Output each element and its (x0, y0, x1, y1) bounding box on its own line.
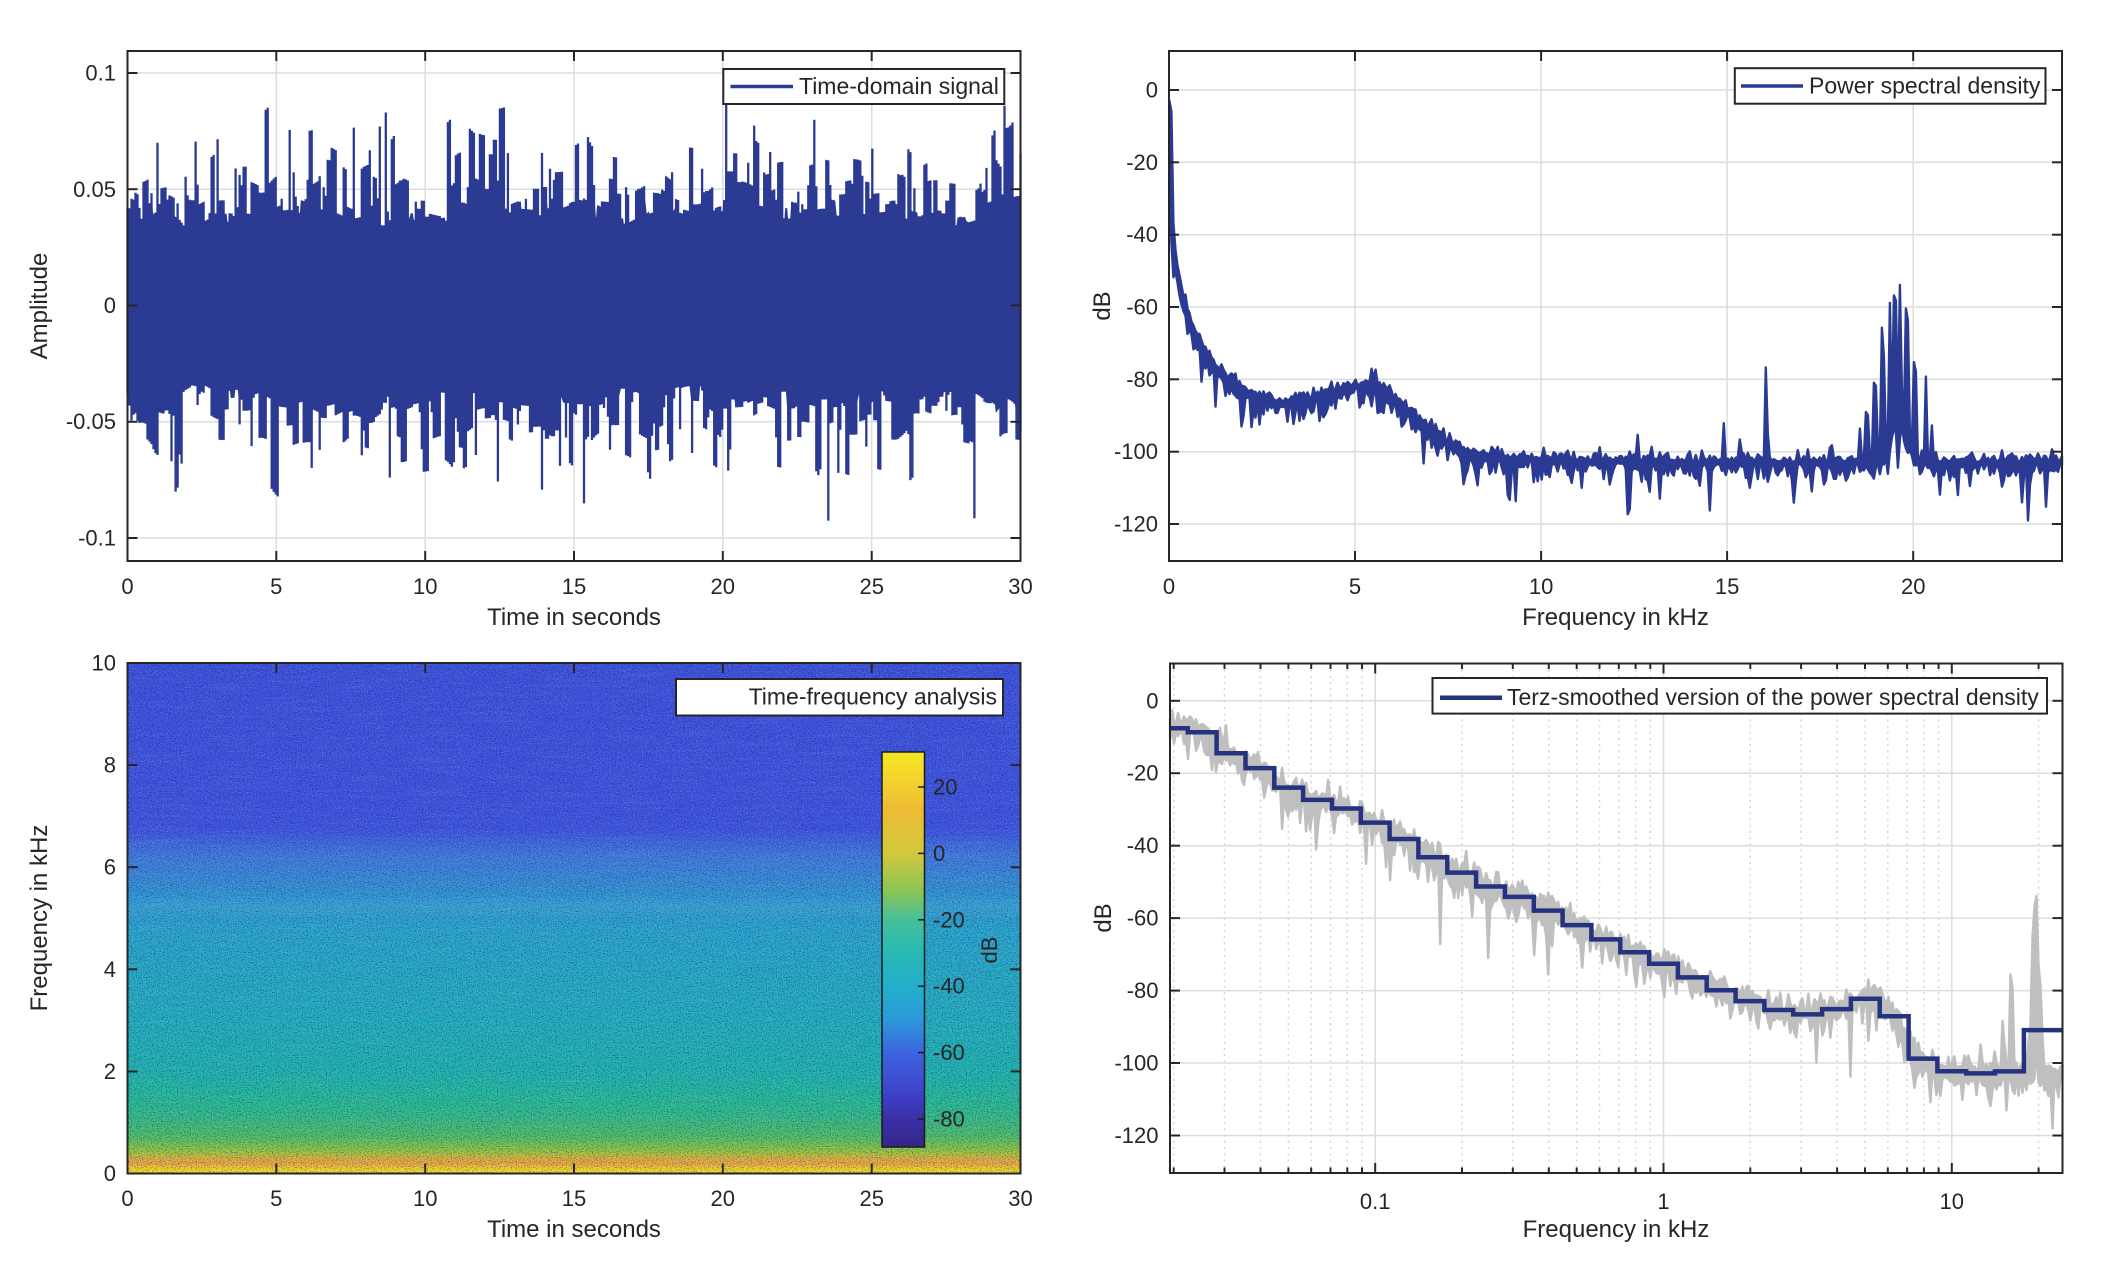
svg-text:0.1: 0.1 (85, 61, 116, 86)
svg-text:25: 25 (859, 574, 883, 599)
svg-text:8: 8 (104, 753, 116, 778)
svg-text:Time-frequency analysis: Time-frequency analysis (749, 684, 997, 710)
svg-text:0: 0 (1163, 574, 1175, 599)
svg-text:2: 2 (104, 1059, 116, 1084)
svg-text:0.05: 0.05 (73, 177, 116, 202)
svg-text:-20: -20 (1126, 150, 1158, 175)
svg-text:Time in seconds: Time in seconds (487, 604, 661, 631)
svg-text:-60: -60 (933, 1040, 965, 1065)
svg-text:30: 30 (1008, 1186, 1032, 1211)
svg-text:15: 15 (1715, 574, 1739, 599)
svg-text:4: 4 (104, 957, 116, 982)
svg-text:Terz-smoothed version of the p: Terz-smoothed version of the power spect… (1507, 684, 2039, 710)
svg-text:25: 25 (859, 1186, 883, 1211)
svg-text:10: 10 (413, 574, 437, 599)
svg-text:Amplitude: Amplitude (26, 253, 53, 360)
svg-text:dB: dB (1089, 291, 1116, 320)
svg-text:-20: -20 (1127, 761, 1159, 786)
svg-text:-40: -40 (933, 974, 965, 999)
svg-text:15: 15 (562, 1186, 586, 1211)
svg-text:0: 0 (121, 574, 133, 599)
svg-text:-60: -60 (1126, 295, 1158, 320)
svg-text:10: 10 (413, 1186, 437, 1211)
svg-text:-80: -80 (1127, 978, 1159, 1003)
svg-text:6: 6 (104, 855, 116, 880)
svg-text:10: 10 (92, 651, 116, 676)
svg-text:1: 1 (1657, 1189, 1669, 1214)
svg-text:0: 0 (933, 841, 945, 866)
svg-text:-120: -120 (1114, 512, 1158, 537)
svg-text:dB: dB (1090, 903, 1117, 932)
svg-text:0: 0 (104, 1161, 116, 1186)
svg-text:-120: -120 (1114, 1123, 1158, 1148)
svg-text:Time-domain signal: Time-domain signal (799, 73, 999, 99)
svg-text:10: 10 (1529, 574, 1553, 599)
svg-text:0: 0 (121, 1186, 133, 1211)
svg-text:-0.1: -0.1 (78, 526, 116, 551)
svg-text:0: 0 (104, 293, 116, 318)
svg-text:Frequency in kHz: Frequency in kHz (1522, 604, 1709, 631)
svg-text:dB: dB (977, 937, 1002, 964)
svg-text:0: 0 (1146, 78, 1158, 103)
svg-text:5: 5 (270, 1186, 282, 1211)
svg-text:-20: -20 (933, 907, 965, 932)
svg-text:20: 20 (933, 775, 957, 800)
svg-text:-40: -40 (1127, 833, 1159, 858)
svg-text:0: 0 (1146, 688, 1158, 713)
svg-text:10: 10 (1940, 1189, 1964, 1214)
svg-text:-60: -60 (1127, 906, 1159, 931)
svg-text:5: 5 (270, 574, 282, 599)
svg-text:30: 30 (1008, 574, 1032, 599)
svg-text:20: 20 (711, 1186, 735, 1211)
svg-text:0.1: 0.1 (1360, 1189, 1391, 1214)
svg-text:5: 5 (1349, 574, 1361, 599)
svg-text:-80: -80 (933, 1107, 965, 1132)
svg-text:20: 20 (1901, 574, 1925, 599)
svg-text:Frequency in kHz: Frequency in kHz (1523, 1216, 1710, 1243)
svg-text:Frequency in kHz: Frequency in kHz (26, 825, 53, 1012)
svg-text:-80: -80 (1126, 367, 1158, 392)
svg-text:15: 15 (562, 574, 586, 599)
svg-text:-100: -100 (1114, 439, 1158, 464)
svg-text:-40: -40 (1126, 222, 1158, 247)
svg-text:Time in seconds: Time in seconds (487, 1216, 661, 1243)
svg-text:Power spectral density: Power spectral density (1809, 73, 2041, 99)
svg-text:20: 20 (711, 574, 735, 599)
svg-text:-0.05: -0.05 (66, 409, 116, 434)
svg-text:-100: -100 (1114, 1051, 1158, 1076)
